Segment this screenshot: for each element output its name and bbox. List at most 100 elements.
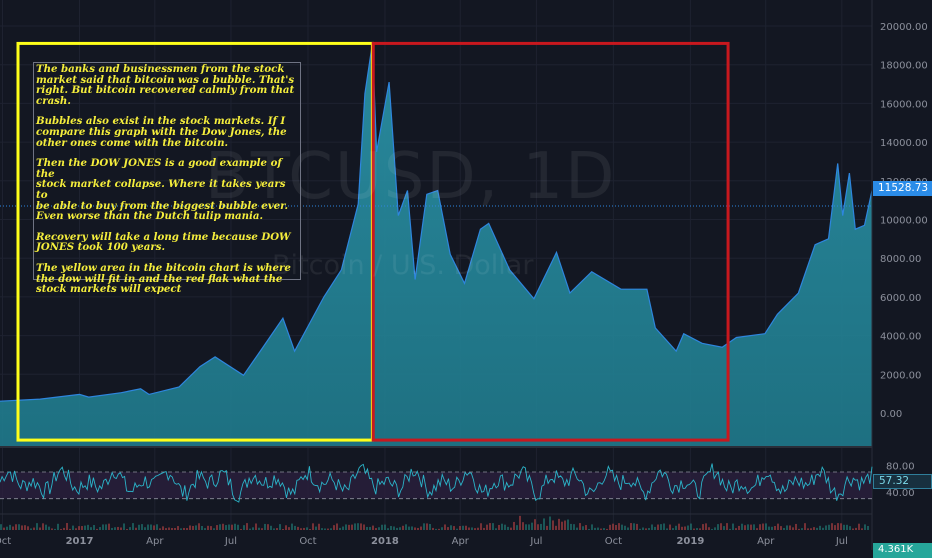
volume-bar xyxy=(357,523,359,530)
volume-bar xyxy=(825,525,827,530)
rsi-line xyxy=(0,463,873,503)
volume-bar xyxy=(93,525,95,530)
volume-bar xyxy=(147,524,149,530)
volume-bar xyxy=(369,526,371,530)
x-tick-label: Apr xyxy=(452,536,470,547)
volume-bar xyxy=(639,528,641,530)
volume-bar xyxy=(600,528,602,530)
volume-bar xyxy=(339,527,341,530)
volume-bar xyxy=(642,527,644,530)
watermark-name: Bitcoin / U.S. Dollar xyxy=(272,250,534,281)
volume-bar xyxy=(513,521,515,530)
annotation-note[interactable]: The banks and businessmen from the stock… xyxy=(33,62,301,294)
volume-bar xyxy=(528,524,530,530)
volume-bar xyxy=(429,524,431,530)
volume-bar xyxy=(264,523,266,530)
volume-bar xyxy=(717,524,719,530)
rsi-last-value-label: 57.32 xyxy=(873,474,932,489)
volume-bar xyxy=(342,526,344,530)
volume-bar xyxy=(519,515,521,530)
volume-bar xyxy=(453,526,455,530)
volume-bar xyxy=(66,523,68,530)
volume-bar xyxy=(216,525,218,530)
volume-bar xyxy=(768,526,770,530)
volume-bar xyxy=(792,527,794,530)
volume-bar xyxy=(708,527,710,530)
note-paragraph-5: The yellow area in the bitcoin chart is … xyxy=(36,261,291,296)
volume-bar xyxy=(804,523,806,530)
volume-bar xyxy=(393,526,395,530)
volume-bar xyxy=(591,524,593,530)
note-paragraph-1: The banks and businessmen from the stock… xyxy=(36,63,295,107)
volume-bar xyxy=(477,527,479,530)
volume-bar xyxy=(564,520,566,530)
volume-bar xyxy=(348,524,350,530)
volume-bar xyxy=(756,528,758,530)
volume-bar xyxy=(555,525,557,530)
volume-bar xyxy=(807,528,809,530)
volume-bar xyxy=(495,528,497,530)
volume-bar xyxy=(540,523,542,530)
volume-bar xyxy=(765,523,767,530)
volume-bar xyxy=(759,524,761,530)
volume-bar xyxy=(402,525,404,530)
volume-bar xyxy=(762,523,764,530)
volume-bar xyxy=(855,527,857,530)
volume-bar xyxy=(543,518,545,530)
volume-bar xyxy=(351,524,353,530)
volume-bar xyxy=(669,524,671,530)
volume-bar xyxy=(132,523,134,530)
volume-bar xyxy=(861,528,863,530)
volume-bar xyxy=(681,526,683,530)
volume-bar xyxy=(288,527,290,530)
volume-bar xyxy=(576,527,578,530)
volume-bar xyxy=(849,526,851,530)
volume-bar xyxy=(258,527,260,530)
y-tick-label: 16000.00 xyxy=(880,99,928,110)
volume-bar xyxy=(531,522,533,530)
volume-bar xyxy=(702,524,704,530)
volume-bar xyxy=(795,523,797,530)
volume-bar xyxy=(276,528,278,530)
x-tick-label: 2019 xyxy=(676,536,704,547)
volume-bar xyxy=(621,524,623,530)
volume-bar xyxy=(324,528,326,530)
volume-bar xyxy=(843,524,845,530)
volume-bar xyxy=(219,524,221,530)
volume-bar xyxy=(741,523,743,530)
volume-bar xyxy=(15,524,17,530)
volume-bar xyxy=(96,528,98,530)
volume-bar xyxy=(237,524,239,530)
volume-bar xyxy=(87,524,89,530)
volume-bar xyxy=(729,528,731,530)
volume-bar xyxy=(771,526,773,530)
volume-bar xyxy=(435,528,437,530)
volume-bar xyxy=(447,527,449,530)
volume-bar xyxy=(69,528,71,530)
volume-bar xyxy=(261,528,263,530)
volume-bar xyxy=(42,523,44,530)
volume-bar xyxy=(3,527,5,530)
volume-bar xyxy=(645,528,647,530)
volume-bar xyxy=(390,525,392,530)
volume-bar xyxy=(201,525,203,530)
volume-bar xyxy=(60,528,62,530)
note-paragraph-2: Bubbles also exist in the stock markets.… xyxy=(36,115,287,149)
volume-bar xyxy=(687,525,689,530)
volume-bar xyxy=(294,525,296,530)
volume-bar xyxy=(747,524,749,530)
volume-bar xyxy=(165,528,167,530)
volume-bar xyxy=(45,524,47,530)
volume-bar xyxy=(198,523,200,530)
volume-bar xyxy=(573,524,575,530)
y-tick-label: 8000.00 xyxy=(880,254,921,265)
volume-bar xyxy=(408,526,410,530)
volume-bar xyxy=(129,527,131,530)
volume-bar xyxy=(0,524,2,530)
volume-bar xyxy=(168,527,170,530)
volume-bar xyxy=(90,527,92,530)
volume-bar xyxy=(246,523,248,530)
